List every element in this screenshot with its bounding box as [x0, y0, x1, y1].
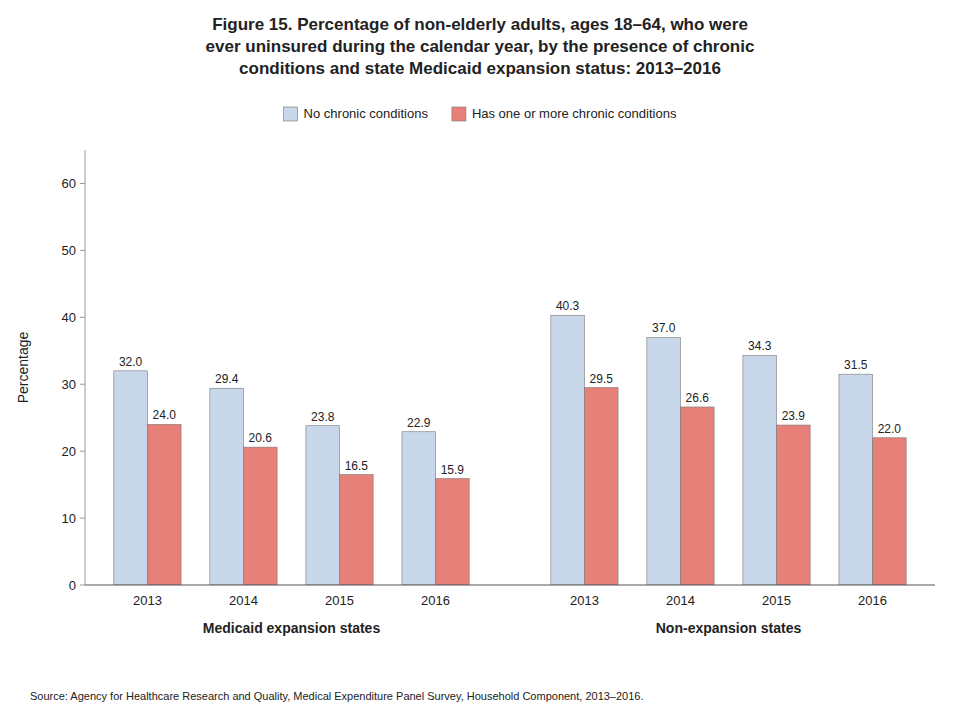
legend: No chronic conditions Has one or more chr… — [284, 106, 677, 121]
bar — [873, 438, 907, 585]
y-tick — [80, 250, 85, 251]
bar — [243, 447, 277, 585]
bar — [777, 425, 811, 585]
y-tick — [80, 451, 85, 452]
x-tick-label: 2014 — [666, 593, 695, 608]
y-axis-line — [85, 150, 86, 585]
data-label: 15.9 — [441, 463, 465, 477]
y-tick-label: 10 — [62, 511, 76, 526]
data-label: 24.0 — [153, 408, 177, 422]
y-tick — [80, 384, 85, 385]
legend-swatch — [452, 107, 466, 121]
legend-swatch — [284, 107, 298, 121]
bar — [210, 388, 244, 585]
x-tick-label: 2015 — [325, 593, 354, 608]
group-label: Non-expansion states — [656, 620, 802, 636]
data-label: 32.0 — [119, 355, 143, 369]
bar — [114, 371, 148, 585]
bar — [340, 475, 374, 585]
bar — [647, 337, 681, 585]
x-tick-label: 2015 — [762, 593, 791, 608]
bar — [147, 424, 181, 585]
x-tick-label: 2016 — [858, 593, 887, 608]
x-tick-label: 2016 — [421, 593, 450, 608]
x-tick-label: 2013 — [133, 593, 162, 608]
bar — [680, 407, 714, 585]
y-tick-label: 30 — [62, 377, 76, 392]
bar — [839, 374, 873, 585]
data-label: 22.0 — [878, 422, 902, 436]
group-label: Medicaid expansion states — [203, 620, 381, 636]
data-label: 22.9 — [407, 416, 431, 430]
bar — [584, 388, 618, 585]
data-label: 23.8 — [311, 410, 335, 424]
data-label: 40.3 — [556, 299, 580, 313]
data-label: 34.3 — [748, 339, 772, 353]
data-label: 16.5 — [345, 459, 369, 473]
data-label: 23.9 — [782, 409, 806, 423]
bar — [436, 479, 470, 585]
x-tick-label: 2014 — [229, 593, 258, 608]
data-label: 20.6 — [249, 431, 273, 445]
x-axis-line — [85, 585, 935, 586]
y-tick — [80, 585, 85, 586]
bars — [114, 315, 906, 585]
bar — [306, 426, 340, 585]
data-label: 37.0 — [652, 321, 676, 335]
y-tick — [80, 518, 85, 519]
y-tick — [80, 183, 85, 184]
bar — [551, 315, 585, 585]
source: Source: Agency for Healthcare Research a… — [30, 690, 644, 702]
title-line: ever uninsured during the calendar year,… — [206, 37, 755, 56]
y-tick-label: 60 — [62, 176, 76, 191]
data-label: 29.4 — [215, 372, 239, 386]
data-label: 26.6 — [686, 391, 710, 405]
chart: Figure 15. Percentage of non-elderly adu… — [0, 0, 960, 720]
title-line: Figure 15. Percentage of non-elderly adu… — [212, 15, 748, 34]
bar — [402, 432, 436, 585]
x-tick-label: 2013 — [570, 593, 599, 608]
title-line: conditions and state Medicaid expansion … — [239, 59, 721, 78]
y-axis-label: Percentage — [15, 331, 31, 403]
data-label: 29.5 — [590, 372, 614, 386]
y-tick-label: 40 — [62, 310, 76, 325]
y-tick-label: 50 — [62, 243, 76, 258]
y-tick-label: 0 — [69, 578, 76, 593]
bar — [743, 355, 777, 585]
title: Figure 15. Percentage of non-elderly adu… — [206, 15, 755, 78]
data-label: 31.5 — [844, 358, 868, 372]
y-tick — [80, 317, 85, 318]
y-tick-label: 20 — [62, 444, 76, 459]
legend-label: No chronic conditions — [304, 106, 429, 121]
legend-label: Has one or more chronic conditions — [472, 106, 677, 121]
